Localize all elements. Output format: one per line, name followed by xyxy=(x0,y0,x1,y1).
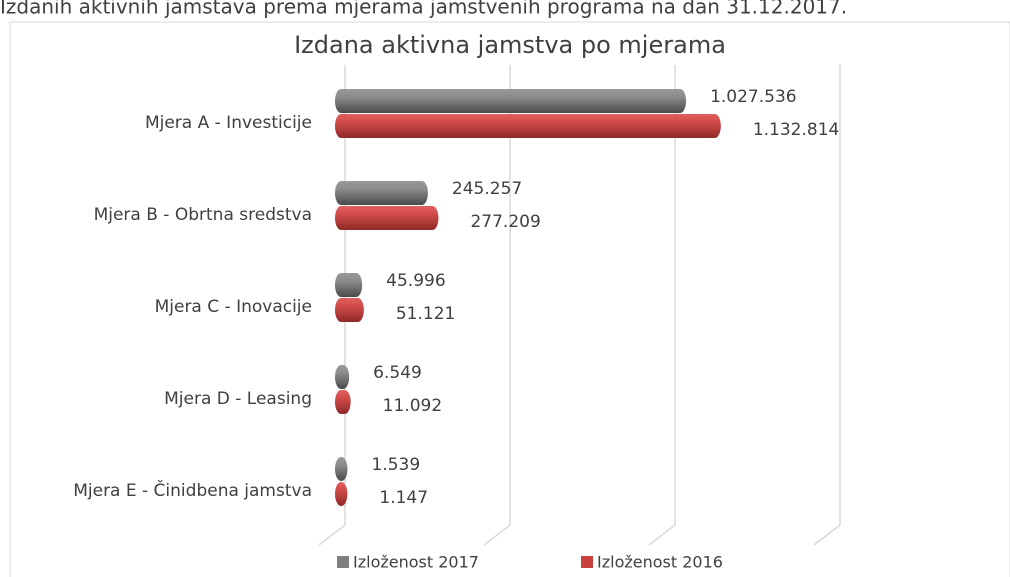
bar xyxy=(335,206,439,230)
legend-swatch xyxy=(581,556,593,568)
chart-title: Izdana aktivna jamstva po mjerama xyxy=(294,31,726,59)
bar xyxy=(335,365,350,389)
bar xyxy=(335,457,348,481)
value-label: 45.996 xyxy=(386,271,445,291)
category-label: Mjera C - Inovacije xyxy=(155,297,312,317)
value-label: 1.147 xyxy=(379,488,428,508)
value-label: 51.121 xyxy=(396,304,455,324)
bar xyxy=(335,482,348,506)
value-label: 1.132.814 xyxy=(753,120,840,140)
category-label: Mjera A - Investicije xyxy=(145,113,312,133)
value-label: 277.209 xyxy=(470,212,540,232)
category-label: Mjera E - Činidbena jamstva xyxy=(73,479,312,501)
value-label: 11.092 xyxy=(383,396,442,416)
legend-swatch xyxy=(337,556,349,568)
value-label: 245.257 xyxy=(452,179,522,199)
subtitle: Izdanih aktivnih jamstava prema mjerama … xyxy=(0,0,847,19)
bar xyxy=(335,181,428,205)
category-label: Mjera B - Obrtna sredstva xyxy=(94,205,312,225)
grid-line xyxy=(483,65,511,546)
bar xyxy=(335,89,687,113)
value-label: 1.027.536 xyxy=(710,87,797,107)
grid-line xyxy=(813,65,841,546)
bar xyxy=(335,114,721,138)
legend-label: Izloženost 2017 xyxy=(353,553,479,572)
value-label: 6.549 xyxy=(373,363,422,383)
bar xyxy=(335,390,351,414)
legend-label: Izloženost 2016 xyxy=(597,553,723,572)
category-label: Mjera D - Leasing xyxy=(164,389,312,409)
bar xyxy=(335,298,364,322)
value-label: 1.539 xyxy=(372,455,421,475)
bar xyxy=(335,273,363,297)
grid-line xyxy=(648,65,676,546)
